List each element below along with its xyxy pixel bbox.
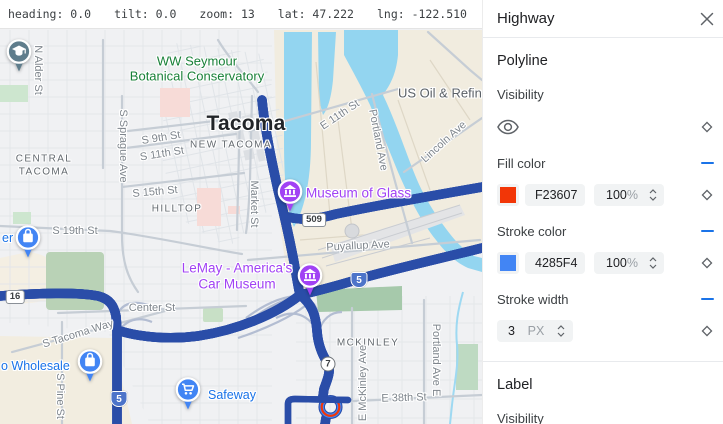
water-areas (284, 30, 482, 272)
bag-marker[interactable] (14, 224, 42, 260)
minus-dash-icon (700, 229, 714, 233)
map-label-street: E 11th St (318, 97, 362, 133)
map-overlay: Tacoma NEW TACOMA CENTRAL TACOMA HILLTOP MCKI… (0, 29, 482, 424)
section-divider (483, 361, 723, 362)
map-label-purple[interactable]: Museum of Glass (306, 185, 412, 201)
visibility-toggle-button[interactable] (497, 116, 519, 138)
map-label-purple[interactable]: Car Museum (198, 276, 276, 292)
minus-dash-icon (700, 161, 714, 165)
museum-marker[interactable] (276, 178, 304, 214)
map-stage: heading: 0.0 tilt: 0.0 zoom: 13 lat: 47.… (0, 0, 482, 424)
stat-zoom: zoom: 13 (199, 7, 255, 21)
map-label-district: HILLTOP (151, 203, 203, 215)
map-label-street: S 19th St (52, 225, 98, 237)
route-shield: 16 (5, 290, 25, 304)
stroke-color-label: Stroke color (497, 223, 567, 239)
map-label-district: NEW TACOMA (190, 139, 272, 151)
map-label-street: S Tacoma Way (41, 317, 115, 351)
diamond-icon (701, 257, 713, 269)
school-marker[interactable] (5, 38, 33, 74)
polyline-visibility-label: Visibility (497, 86, 544, 102)
basemap-graphics (0, 29, 482, 424)
minus-dash-icon (700, 297, 714, 301)
stepper-chevrons-icon (649, 257, 657, 269)
stat-lng: lng: -122.510 (376, 7, 467, 21)
map-label-store[interactable]: er (2, 231, 14, 245)
fill-remove-style-button[interactable] (696, 152, 718, 174)
map-label-street: S Sprague Ave (117, 109, 129, 183)
creek (449, 291, 464, 424)
label-visibility-label: Visibility (497, 410, 544, 424)
map-label-street: S 15th St (131, 184, 179, 200)
major-roads (0, 30, 482, 424)
map-label-street: Portland Ave E (430, 323, 442, 397)
stroke-remove-style-button[interactable] (696, 220, 718, 242)
close-button[interactable] (696, 8, 718, 30)
fill-color-swatch[interactable] (497, 184, 519, 206)
poi-areas (160, 88, 240, 226)
route-shield: 7 (320, 356, 336, 372)
map-label-city: Tacoma (206, 112, 286, 135)
bag-marker[interactable] (76, 348, 104, 384)
diamond-icon (701, 325, 713, 337)
width-inherit-button[interactable] (696, 320, 718, 342)
stroke-hex-input[interactable] (525, 252, 585, 274)
map-label-store[interactable]: Safeway (208, 388, 256, 402)
diamond-icon (701, 189, 713, 201)
fill-color-label: Fill color (497, 155, 546, 171)
map-label-street: N Alder St (32, 45, 44, 95)
fill-inherit-button[interactable] (696, 184, 718, 206)
stat-heading: heading: 0.0 (8, 7, 92, 21)
map-label-street: S 11th St (139, 144, 185, 164)
style-editor-panel: Highway Polyline Visibility Fill color (482, 0, 723, 424)
eye-icon (497, 119, 519, 135)
route-shield: 509 (302, 213, 326, 227)
stepper-chevrons-icon (649, 189, 657, 201)
map-label-street: Portland Ave (366, 108, 390, 172)
map-label-street: E 38th St (381, 391, 427, 405)
map-label-street: Market St (248, 180, 260, 228)
map-label-store[interactable]: o Wholesale (1, 359, 70, 373)
section-title-label: Label (497, 377, 533, 393)
stroke-width-stepper[interactable]: 3 PX (497, 320, 573, 342)
close-icon (700, 12, 714, 25)
stroke-color-swatch[interactable] (497, 252, 519, 274)
map-label-purple[interactable]: LeMay - America's (181, 260, 293, 276)
map-label-street: Lincoln Ave (419, 118, 469, 166)
map-label-green[interactable]: Botanical Conservatory (129, 68, 265, 84)
stroke-inherit-button[interactable] (696, 252, 718, 274)
panel-header: Highway (483, 0, 723, 38)
map-label-district: TACOMA (18, 166, 70, 178)
museum-marker[interactable] (296, 262, 324, 298)
map-label-street: E McKinley Ave (357, 344, 369, 422)
map-canvas[interactable]: Tacoma NEW TACOMA CENTRAL TACOMA HILLTOP MCKI… (0, 29, 482, 424)
interstate-shield: 5 (110, 391, 128, 407)
panel-title: Highway (497, 10, 555, 27)
map-label-green[interactable]: WW Seymour (156, 53, 238, 69)
stepper-chevrons-icon (557, 325, 565, 337)
dome-building (344, 223, 360, 239)
section-title-polyline: Polyline (497, 53, 548, 69)
map-label-street: S Pine St (54, 373, 66, 419)
map-label-street: Puyallup Ave (326, 238, 390, 254)
map-label-street: S 9th St (140, 129, 182, 147)
cart-marker[interactable] (174, 376, 202, 412)
fill-hex-input[interactable] (525, 184, 585, 206)
diamond-icon (701, 121, 713, 133)
stroke-width-label: Stroke width (497, 291, 569, 307)
width-remove-style-button[interactable] (696, 288, 718, 310)
stroke-opacity-stepper[interactable]: 100% (594, 252, 664, 274)
interstate-shield: 5 (350, 272, 368, 288)
fill-opacity-stepper[interactable]: 100% (594, 184, 664, 206)
map-label-dark[interactable]: US Oil & Refin (398, 85, 482, 101)
camera-readout-bar: heading: 0.0 tilt: 0.0 zoom: 13 lat: 47.… (0, 0, 482, 29)
map-label-street: Center St (128, 302, 176, 314)
stat-tilt: tilt: 0.0 (114, 7, 177, 21)
visibility-inherit-button[interactable] (696, 116, 718, 138)
stat-lat: lat: 47.222 (277, 7, 354, 21)
map-label-district: MCKINLEY (336, 337, 400, 349)
map-label-district: CENTRAL (15, 153, 73, 165)
